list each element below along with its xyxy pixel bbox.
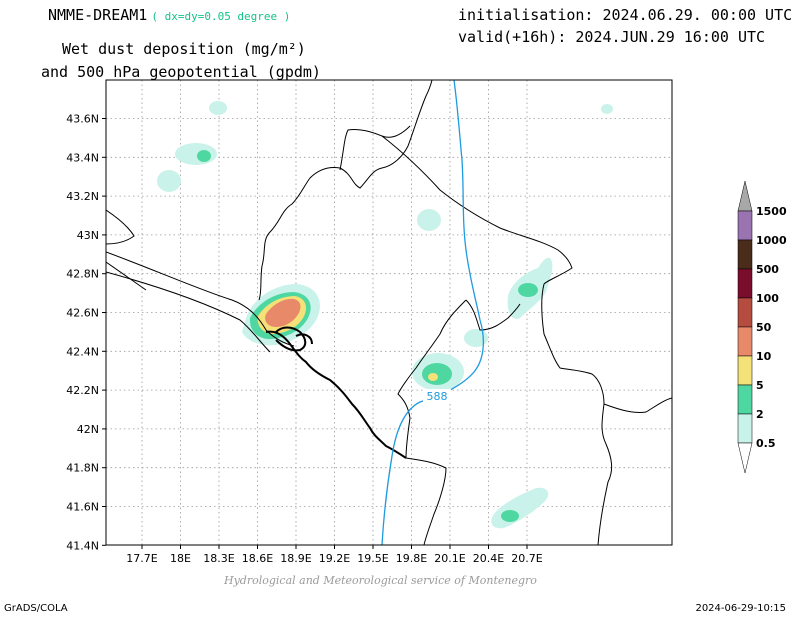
grid-lines xyxy=(106,80,672,545)
dust-blob-kosovo xyxy=(507,257,553,319)
colorbar-band-2-5 xyxy=(737,384,753,415)
lon-tick-label: 18.9E xyxy=(280,552,311,565)
lat-tick-label: 41.6N xyxy=(66,501,99,514)
model-name: NMME-DREAM1 xyxy=(48,6,148,24)
contour-label-bg xyxy=(423,389,451,402)
resolution-label: ( dx=dy=0.05 degree ) xyxy=(151,10,291,23)
lon-tick-label: 20.4E xyxy=(473,552,504,565)
timestamp-label: 2024-06-29-10:15 xyxy=(695,603,786,614)
lon-tick-label: 18.6E xyxy=(242,552,273,565)
geopotential-contour: 588 xyxy=(381,80,485,545)
latitude-axis: 43.6N 43.4N 43.2N 43N 42.8N 42.6N 42.4N 42.2N 42… xyxy=(66,113,106,552)
colorbar-band-50-100 xyxy=(737,297,753,328)
lat-tick-label: 43N xyxy=(77,229,99,242)
country-borders xyxy=(106,80,672,545)
colorbar-label: 500 xyxy=(756,263,779,276)
dust-blob-south xyxy=(491,487,549,529)
lon-tick-label: 18.3E xyxy=(203,552,234,565)
dust-blob-river-east xyxy=(464,329,488,347)
colorbar-band-0.5-2 xyxy=(737,413,753,444)
colorbar-label: 50 xyxy=(756,321,772,334)
longitude-axis: 17.7E 18E 18.3E 18.6E 18.9E 19.2E 19.5E 19.8E 20… xyxy=(126,545,543,565)
variable-title: Wet dust deposition (mg/m²) xyxy=(62,40,306,58)
lat-tick-label: 42.8N xyxy=(66,268,99,281)
colorbar-band-5-10 xyxy=(737,355,753,386)
lon-tick-label: 19.8E xyxy=(396,552,427,565)
colorbar-band-500-1000 xyxy=(737,239,753,270)
software-label: GrADS/COLA xyxy=(4,603,68,614)
colorbar-label: 1000 xyxy=(756,234,787,247)
lat-tick-label: 43.2N xyxy=(66,190,99,203)
lat-tick-label: 41.4N xyxy=(66,539,99,552)
lon-tick-label: 19.2E xyxy=(319,552,350,565)
dust-blob-east-center xyxy=(412,353,464,391)
colorbar-band-10-50 xyxy=(737,326,753,357)
lon-tick-label: 19.5E xyxy=(357,552,388,565)
colorbar-band-1000-1500 xyxy=(737,210,753,241)
lat-tick-label: 42.4N xyxy=(66,345,99,358)
lon-tick-label: 17.7E xyxy=(126,552,157,565)
model-title: NMME-DREAM1( dx=dy=0.05 degree ) xyxy=(48,6,290,24)
dust-blob-far-east xyxy=(601,104,613,114)
colorbar-over-triangle xyxy=(737,180,753,212)
montenegro-coastline xyxy=(265,326,407,459)
variable-subtitle: and 500 hPa geopotential (gpdm) xyxy=(41,63,321,81)
lat-tick-label: 41.8N xyxy=(66,462,99,475)
dust-blob-west xyxy=(157,170,181,192)
dust-blob-top xyxy=(209,101,227,115)
dust-blob-coast-max xyxy=(242,284,320,346)
colorbar-label: 10 xyxy=(756,350,772,363)
lat-tick-label: 42.6N xyxy=(66,307,99,320)
lon-tick-label: 20.1E xyxy=(434,552,465,565)
colorbar: 1500 1000 500 100 50 10 5 2 0.5 xyxy=(737,180,787,474)
colorbar-labels: 1500 1000 500 100 50 10 5 2 0.5 xyxy=(756,205,787,450)
lon-tick-label: 18E xyxy=(170,552,191,565)
dust-blob-central xyxy=(417,209,441,231)
credit-text: Hydrological and Meteorological service … xyxy=(224,574,537,587)
dust-blob-northwest xyxy=(175,143,217,165)
colorbar-label: 2 xyxy=(756,408,764,421)
colorbar-under-triangle xyxy=(737,442,753,474)
colorbar-label: 0.5 xyxy=(756,437,776,450)
colorbar-label: 100 xyxy=(756,292,779,305)
lat-tick-label: 42.2N xyxy=(66,384,99,397)
colorbar-label: 5 xyxy=(756,379,764,392)
dust-deposition-field xyxy=(157,101,613,529)
initialisation-time: initialisation: 2024.06.29. 00:00 UTC xyxy=(458,6,793,24)
colorbar-band-100-500 xyxy=(737,268,753,299)
valid-time: valid(+16h): 2024.JUN.29 16:00 UTC xyxy=(458,28,766,46)
lon-tick-label: 20.7E xyxy=(511,552,542,565)
colorbar-label: 1500 xyxy=(756,205,787,218)
contour-label: 588 xyxy=(427,390,448,403)
lat-tick-label: 43.6N xyxy=(66,113,99,126)
lat-tick-label: 43.4N xyxy=(66,151,99,164)
lat-tick-label: 42N xyxy=(77,423,99,436)
